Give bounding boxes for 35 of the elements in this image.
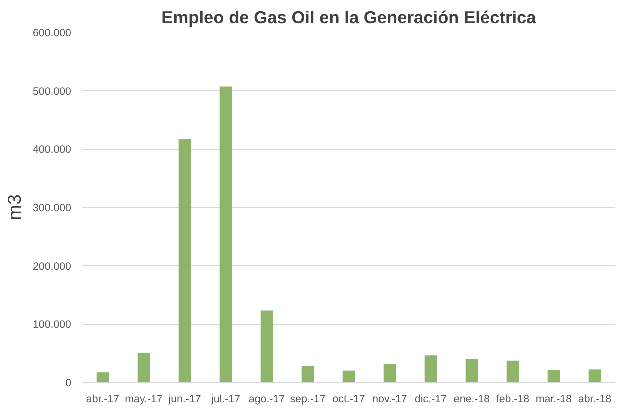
x-tick-label: mar.-18: [536, 394, 572, 406]
bar: [260, 310, 274, 382]
x-tick-label: abr.-18: [578, 394, 612, 406]
y-tick-label: 100.000: [32, 319, 72, 332]
x-tick-label: dic.-17: [415, 394, 448, 406]
x-tick-label: ago.-17: [248, 394, 286, 406]
bar: [384, 364, 396, 382]
bar: [342, 370, 356, 382]
y-tick-label: 200.000: [32, 260, 72, 273]
x-tick-label: jul.-17: [210, 394, 241, 406]
x-tick-label: sep.-17: [290, 394, 326, 406]
x-tick-label: abr.-17: [86, 394, 120, 406]
chart-title: Empleo de Gas Oil en la Generación Eléctrica: [162, 8, 537, 28]
bar: [178, 139, 192, 382]
x-tick-label: feb.-18: [496, 394, 530, 406]
x-tick-label: jun.-17: [168, 394, 202, 406]
bar: [138, 353, 150, 382]
x-tick-label: nov.-17: [372, 394, 408, 406]
x-tick-label: may.-17: [125, 394, 163, 406]
bar: [424, 356, 438, 382]
y-tick-label: 0: [66, 378, 72, 390]
y-tick-label: 400.000: [32, 144, 72, 156]
bar: [466, 359, 478, 382]
bar: [220, 86, 232, 382]
x-tick-label: ene.-18: [454, 394, 490, 406]
y-axis-title: m3: [4, 194, 25, 220]
bar: [506, 360, 520, 382]
y-tick-label: 300.000: [32, 202, 72, 214]
x-tick-label: oct.-17: [332, 394, 366, 406]
y-tick-label: 600.000: [32, 28, 72, 40]
bar: [588, 370, 602, 382]
bar: [548, 370, 560, 382]
y-tick-label: 500.000: [32, 86, 72, 98]
bar: [96, 372, 110, 382]
bar: [302, 366, 314, 382]
